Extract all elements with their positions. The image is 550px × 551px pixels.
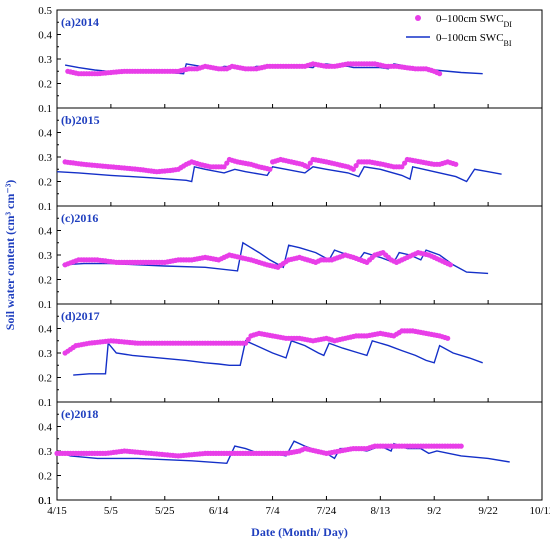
y-tick-label: 0.1 xyxy=(38,201,52,213)
panel-label: (d)2017 xyxy=(61,309,100,323)
x-tick-label: 8/13 xyxy=(371,505,391,517)
panel-label: (a)2014 xyxy=(61,15,99,29)
x-tick-label: 9/22 xyxy=(478,505,498,517)
di-point xyxy=(353,163,359,169)
panel-label: (b)2015 xyxy=(61,113,100,127)
legend-di-label: 0–100cm SWCDI xyxy=(436,13,512,29)
x-tick-label: 5/25 xyxy=(155,505,175,517)
di-point xyxy=(437,71,443,77)
x-tick-label: 10/12 xyxy=(529,505,550,517)
di-point xyxy=(307,160,313,166)
y-tick-label: 0.1 xyxy=(38,103,52,115)
bi-series-line xyxy=(62,241,489,275)
x-tick-label: 5/5 xyxy=(104,505,119,517)
y-tick-label: 0.3 xyxy=(38,54,52,66)
di-point xyxy=(445,335,451,341)
di-point xyxy=(224,160,230,166)
y-axis-title: Soil water content (cm³ cm⁻³) xyxy=(3,180,17,331)
y-tick-label: 0.3 xyxy=(38,446,52,458)
x-axis-title: Date (Month/ Day) xyxy=(251,525,348,539)
di-point xyxy=(402,160,408,166)
legend-di-marker xyxy=(415,15,421,21)
y-tick-label: 0.4 xyxy=(38,324,52,336)
x-tick-label: 4/15 xyxy=(47,505,67,517)
x-tick-label: 7/4 xyxy=(266,505,281,517)
di-point xyxy=(453,161,459,167)
di-point xyxy=(221,164,227,170)
y-tick-label: 0.1 xyxy=(38,495,52,507)
y-tick-label: 0.3 xyxy=(38,152,52,164)
x-tick-label: 6/14 xyxy=(209,505,229,517)
y-tick-label: 0.1 xyxy=(38,299,52,311)
y-tick-label: 0.5 xyxy=(38,5,52,17)
bi-series-line xyxy=(73,339,483,376)
di-point xyxy=(350,166,356,172)
panel-label: (e)2018 xyxy=(61,407,98,421)
di-point xyxy=(458,443,464,449)
y-tick-label: 0.4 xyxy=(38,226,52,238)
di-point xyxy=(245,336,251,343)
legend-bi-label: 0–100cm SWCBI xyxy=(436,32,512,48)
y-tick-label: 0.1 xyxy=(38,397,52,409)
y-tick-label: 0.4 xyxy=(38,422,52,434)
di-point xyxy=(305,164,311,170)
di-point xyxy=(399,164,405,170)
di-point xyxy=(267,166,273,172)
bi-series-line xyxy=(57,165,502,183)
y-tick-label: 0.2 xyxy=(38,275,52,287)
panel-label: (c)2016 xyxy=(61,211,98,225)
di-point xyxy=(447,262,453,268)
y-tick-label: 0.4 xyxy=(38,128,52,140)
y-tick-label: 0.2 xyxy=(38,177,52,189)
x-tick-label: 7/24 xyxy=(317,505,337,517)
y-tick-label: 0.4 xyxy=(38,30,52,42)
y-tick-label: 0.2 xyxy=(38,373,52,385)
y-tick-label: 0.3 xyxy=(38,250,52,262)
y-tick-label: 0.3 xyxy=(38,348,52,360)
y-tick-label: 0.1 xyxy=(38,495,52,507)
y-tick-label: 0.2 xyxy=(38,79,52,91)
x-tick-label: 9/2 xyxy=(427,505,441,517)
y-tick-label: 0.2 xyxy=(38,471,52,483)
di-point xyxy=(243,340,249,346)
